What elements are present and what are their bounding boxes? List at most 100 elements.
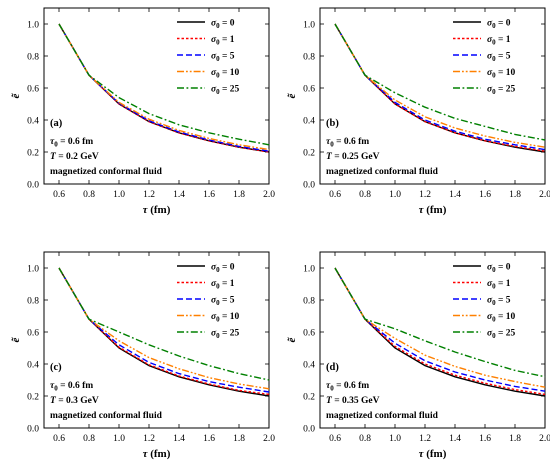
x-tick-label: 1.4 — [173, 434, 185, 444]
y-tick-label: 0.4 — [27, 361, 39, 371]
chart-panel: 0.6 0.8 1.0 1.2 1.4 1.6 1.8 2.0 0.0 0.2 0.4 0.6 0.8 1… — [286, 7, 550, 216]
y-tick-label: 1.0 — [27, 21, 39, 31]
x-tick-label: 1.0 — [389, 434, 401, 444]
panel-label: (b) — [326, 118, 339, 129]
y-axis-label: ẽ — [286, 336, 298, 342]
y-tick-label: 0.8 — [303, 297, 315, 307]
x-tick-label: 0.8 — [359, 434, 371, 444]
x-tick-label: 1.8 — [233, 190, 245, 200]
panel-label: (a) — [50, 118, 63, 129]
x-tick-label: 1.0 — [113, 434, 125, 444]
x-tick-label: 1.0 — [113, 190, 125, 200]
legend-label: σ0 = 25 — [487, 85, 516, 97]
y-tick-label: 1.0 — [27, 265, 39, 275]
y-tick-label: 0.4 — [27, 117, 39, 127]
x-tick-label: 1.4 — [449, 434, 461, 444]
plot-frame — [43, 251, 270, 429]
plot-frame — [43, 7, 270, 185]
x-tick-label: 1.6 — [479, 434, 491, 444]
y-tick-label: 0.0 — [303, 181, 315, 191]
x-tick-label: 1.8 — [509, 434, 521, 444]
x-axis-label: τ (fm) — [419, 448, 447, 460]
y-tick-label: 0.8 — [27, 297, 39, 307]
y-axis-label: ẽ — [10, 336, 22, 342]
x-tick-label: 0.8 — [83, 190, 95, 200]
parameter-annotation: T = 0.25 GeV — [326, 152, 380, 162]
legend-label: σ0 = 5 — [487, 296, 511, 308]
parameter-annotation: τ0 = 0.6 fm — [50, 381, 93, 393]
series-line — [58, 23, 270, 146]
legend-label: σ0 = 0 — [211, 19, 235, 31]
parameter-annotation: τ0 = 0.6 fm — [326, 137, 369, 149]
x-tick-label: 1.4 — [449, 190, 461, 200]
y-tick-label: 0.8 — [303, 53, 315, 63]
series-line — [58, 267, 270, 381]
y-tick-label: 0.6 — [27, 329, 39, 339]
series-line — [334, 267, 546, 378]
y-tick-label: 0.4 — [303, 117, 315, 127]
x-tick-label: 1.4 — [173, 190, 185, 200]
chart-panel: 0.6 0.8 1.0 1.2 1.4 1.6 1.8 2.0 0.0 0.2 0.4 0.6 0.8 1… — [10, 251, 275, 460]
y-tick-label: 0.2 — [303, 393, 315, 403]
y-tick-label: 0.0 — [27, 425, 39, 435]
legend-label: σ0 = 1 — [487, 279, 511, 291]
legend-label: σ0 = 10 — [487, 312, 516, 324]
legend-label: σ0 = 1 — [487, 35, 511, 47]
legend-label: σ0 = 25 — [487, 329, 516, 341]
x-tick-label: 2.0 — [539, 434, 550, 444]
legend-label: σ0 = 25 — [211, 329, 240, 341]
x-tick-label: 1.6 — [479, 190, 491, 200]
x-tick-label: 1.2 — [419, 190, 431, 200]
x-tick-label: 1.0 — [389, 190, 401, 200]
y-tick-label: 0.6 — [303, 329, 315, 339]
y-tick-label: 1.0 — [303, 21, 315, 31]
y-tick-label: 0.0 — [303, 425, 315, 435]
series-line — [58, 267, 270, 390]
series-line — [334, 23, 546, 151]
chart-panel: 0.6 0.8 1.0 1.2 1.4 1.6 1.8 2.0 0.0 0.2 0.4 0.6 0.8 1… — [286, 251, 550, 460]
series-line — [334, 267, 546, 396]
x-tick-label: 0.6 — [53, 434, 65, 444]
legend-label: σ0 = 0 — [487, 19, 511, 31]
series-line — [58, 23, 270, 152]
x-tick-label: 2.0 — [539, 190, 550, 200]
series-line — [334, 267, 546, 392]
x-axis-label: τ (fm) — [143, 448, 171, 460]
parameter-annotation: T = 0.3 GeV — [50, 396, 99, 406]
x-tick-label: 0.8 — [83, 434, 95, 444]
series-line — [334, 267, 546, 388]
legend-label: σ0 = 25 — [211, 85, 240, 97]
legend-label: σ0 = 5 — [211, 52, 235, 64]
model-annotation: magnetized conformal fluid — [326, 411, 439, 421]
x-tick-label: 1.6 — [203, 190, 215, 200]
model-annotation: magnetized conformal fluid — [50, 411, 163, 421]
y-tick-label: 0.8 — [27, 53, 39, 63]
legend-label: σ0 = 5 — [211, 296, 235, 308]
parameter-annotation: T = 0.35 GeV — [326, 396, 380, 406]
x-tick-label: 1.8 — [509, 190, 521, 200]
legend-label: σ0 = 1 — [211, 279, 235, 291]
x-tick-label: 1.2 — [419, 434, 431, 444]
chart-panel: 0.6 0.8 1.0 1.2 1.4 1.6 1.8 2.0 0.0 0.2 0.4 0.6 0.8 1… — [10, 7, 275, 216]
x-tick-label: 1.8 — [233, 434, 245, 444]
y-tick-label: 0.2 — [303, 149, 315, 159]
legend-label: σ0 = 0 — [211, 263, 235, 275]
y-tick-label: 0.2 — [27, 393, 39, 403]
plot-frame — [319, 251, 546, 429]
series-line — [58, 267, 270, 393]
legend-label: σ0 = 1 — [211, 35, 235, 47]
y-tick-label: 0.0 — [27, 181, 39, 191]
parameter-annotation: τ0 = 0.6 fm — [50, 137, 93, 149]
x-tick-label: 0.6 — [53, 190, 65, 200]
x-tick-label: 2.0 — [263, 190, 275, 200]
model-annotation: magnetized conformal fluid — [326, 167, 439, 177]
y-axis-label: ẽ — [286, 92, 298, 98]
model-annotation: magnetized conformal fluid — [50, 167, 163, 177]
x-tick-label: 1.2 — [143, 190, 155, 200]
y-tick-label: 0.6 — [303, 85, 315, 95]
x-axis-label: τ (fm) — [143, 204, 171, 216]
legend-label: σ0 = 10 — [211, 68, 240, 80]
x-tick-label: 1.2 — [143, 434, 155, 444]
legend-label: σ0 = 5 — [487, 52, 511, 64]
